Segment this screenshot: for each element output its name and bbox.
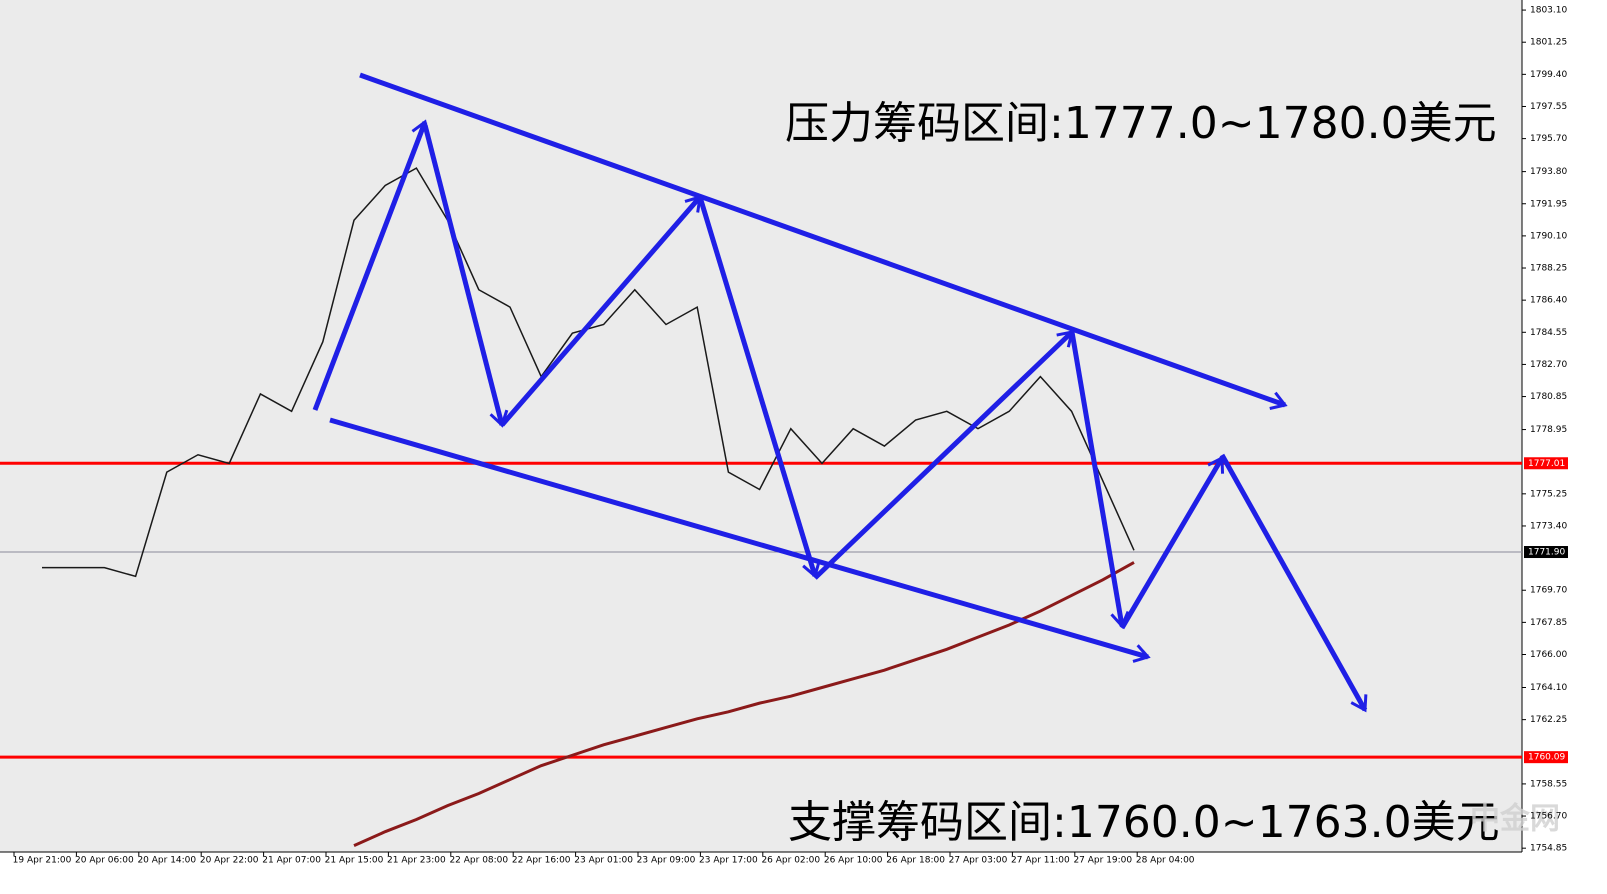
wave-arrow (422, 124, 509, 428)
price-level-box (1524, 457, 1568, 470)
x-tick-label: 28 Apr 04:00 (1136, 856, 1195, 866)
y-tick-label: 1769.70 (1530, 586, 1567, 596)
y-tick-label: 1773.40 (1530, 521, 1567, 531)
x-tick-label: 26 Apr 02:00 (761, 856, 820, 866)
y-tick-label: 1767.85 (1530, 618, 1567, 628)
y-tick-label: 1793.80 (1530, 167, 1567, 177)
forecast-arrow (1219, 453, 1368, 713)
plot-background (0, 0, 1522, 852)
x-tick-label: 23 Apr 09:00 (637, 856, 696, 866)
x-tick-label: 23 Apr 01:00 (574, 856, 633, 866)
forecast-arrow (1119, 455, 1225, 630)
support-annotation: 支撑筹码区间:1760.0~1763.0美元 (788, 797, 1500, 848)
x-tick-label: 21 Apr 07:00 (262, 856, 321, 866)
wave-arrow (1069, 331, 1130, 629)
price-level-box (1524, 751, 1568, 764)
y-tick-label: 1756.70 (1530, 812, 1567, 822)
x-tick-label: 27 Apr 03:00 (949, 856, 1008, 866)
x-tick-label: 21 Apr 23:00 (387, 856, 446, 866)
resistance-annotation: 压力筹码区间:1777.0~1780.0美元 (785, 98, 1497, 149)
wave-arrow (500, 194, 702, 427)
y-tick-label: 1803.10 (1530, 6, 1567, 16)
x-tick-label: 23 Apr 17:00 (699, 856, 758, 866)
upper-trend-arrow (359, 72, 1288, 410)
y-tick-label: 1762.25 (1530, 715, 1567, 725)
y-tick-label: 1791.95 (1530, 199, 1567, 209)
y-tick-label: 1780.85 (1530, 392, 1567, 402)
wave-arrow (697, 196, 821, 579)
y-tick-label: 1758.55 (1530, 779, 1567, 789)
x-tick-label: 19 Apr 21:00 (13, 856, 72, 866)
wave-arrow (312, 119, 430, 411)
y-tick-label: 1788.25 (1530, 264, 1567, 274)
x-tick-label: 22 Apr 08:00 (449, 856, 508, 866)
trend-arrows (312, 72, 1368, 713)
wave-arrow (813, 330, 1075, 580)
lower-trend-arrow (329, 417, 1151, 663)
price-level-label: 1760.09 (1528, 753, 1565, 763)
x-tick-label: 26 Apr 18:00 (886, 856, 945, 866)
x-tick-label: 20 Apr 22:00 (200, 856, 259, 866)
y-tick-label: 1766.00 (1530, 650, 1567, 660)
y-tick-label: 1799.40 (1530, 70, 1567, 80)
y-tick-label: 1797.55 (1530, 102, 1567, 112)
y-tick-label: 1795.70 (1530, 134, 1567, 144)
y-tick-label: 1775.25 (1530, 489, 1567, 499)
y-tick-label: 1790.10 (1530, 231, 1567, 241)
x-tick-label: 20 Apr 14:00 (137, 856, 196, 866)
x-tick-label: 21 Apr 15:00 (325, 856, 384, 866)
price-level-box (1524, 546, 1568, 559)
y-tick-label: 1782.70 (1530, 360, 1567, 370)
x-tick-label: 20 Apr 06:00 (75, 856, 134, 866)
x-tick-label: 27 Apr 11:00 (1011, 856, 1070, 866)
x-tick-label: 27 Apr 19:00 (1073, 856, 1132, 866)
watermark: 中金网 (1470, 802, 1560, 837)
y-tick-label: 1778.95 (1530, 425, 1567, 435)
y-tick-label: 1784.55 (1530, 328, 1567, 338)
price-level-label: 1777.01 (1528, 459, 1565, 469)
x-tick-label: 22 Apr 16:00 (512, 856, 571, 866)
price-level-label: 1771.90 (1528, 548, 1565, 558)
price-line (353, 561, 1135, 847)
y-tick-label: 1801.25 (1530, 38, 1567, 48)
y-tick-label: 1786.40 (1530, 296, 1567, 306)
y-tick-label: 1764.10 (1530, 683, 1567, 693)
y-tick-label: 1754.85 (1530, 844, 1567, 854)
x-tick-label: 26 Apr 10:00 (824, 856, 883, 866)
